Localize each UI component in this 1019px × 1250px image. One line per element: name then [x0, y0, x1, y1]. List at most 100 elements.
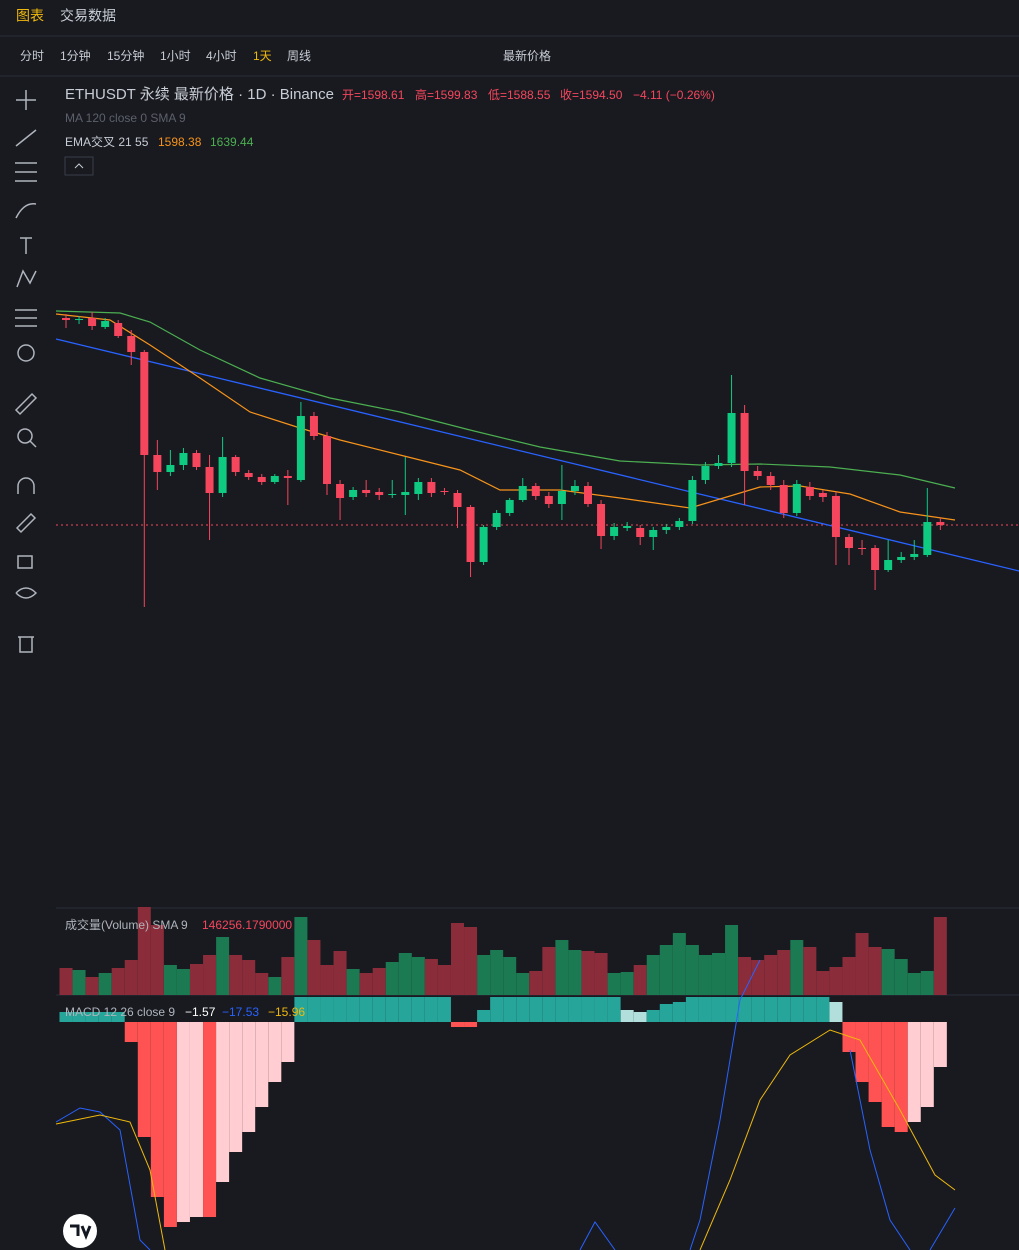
candle: [401, 492, 410, 495]
ohlc: 低=1588.55: [488, 88, 551, 102]
volume-bar: [411, 957, 425, 995]
interval[interactable]: 分时: [20, 49, 44, 63]
ohlc: 高=1599.83: [415, 87, 478, 102]
macd-bar: [424, 997, 438, 1022]
interval[interactable]: 1天: [253, 49, 272, 63]
macd-bar: [581, 997, 595, 1022]
candle: [831, 496, 840, 537]
candle: [505, 500, 514, 513]
candle: [192, 453, 201, 467]
macd-bar: [176, 1022, 190, 1222]
candle: [270, 476, 279, 482]
logo[interactable]: [63, 1214, 97, 1248]
macd-bar: [685, 997, 699, 1022]
volume-bar: [751, 960, 765, 995]
interval[interactable]: 15分钟: [107, 48, 144, 63]
volume-bar: [594, 953, 608, 995]
macd-line: [579, 959, 956, 1250]
volume-bar: [633, 965, 647, 995]
macd-bar: [659, 1004, 673, 1022]
macd-bar: [542, 997, 556, 1022]
volume-bar: [72, 970, 86, 995]
macd-bar: [98, 1012, 112, 1022]
candle: [414, 482, 423, 494]
macd-bar: [529, 997, 543, 1022]
volume-bar: [907, 973, 921, 995]
candle: [714, 463, 723, 466]
candle: [923, 522, 932, 555]
candle: [388, 494, 397, 495]
candle: [544, 496, 553, 504]
macd-bar: [85, 1012, 99, 1022]
volume-bar: [933, 917, 947, 995]
tab[interactable]: 交易数据: [60, 8, 116, 24]
signal-value: −15.96: [268, 1005, 305, 1019]
interval[interactable]: 最新价格: [503, 48, 551, 63]
interval[interactable]: 1小时: [160, 49, 191, 63]
candle: [479, 527, 488, 562]
interval[interactable]: 1分钟: [60, 48, 91, 63]
volume-bar: [242, 960, 256, 995]
volume-bar: [503, 957, 517, 995]
candle: [166, 465, 175, 472]
volume-bar: [685, 945, 699, 995]
volume-bar: [372, 968, 386, 995]
signal-line: [55, 1029, 956, 1250]
candle: [153, 455, 162, 472]
candle: [623, 526, 632, 528]
volume-bar: [555, 940, 569, 995]
tab[interactable]: 图表: [16, 8, 44, 24]
macd-bar: [816, 997, 830, 1022]
volume-bar: [712, 953, 725, 995]
volume-bar: [464, 927, 478, 995]
volume-bar: [451, 923, 464, 995]
candle: [845, 537, 853, 548]
macd-bar: [490, 997, 504, 1022]
macd-bar: [881, 1022, 895, 1127]
volume-bar: [307, 940, 321, 995]
ema-label: EMA交叉 21 55: [65, 134, 149, 149]
macd-label: MACD 12 26 close 9: [65, 1005, 175, 1019]
interval[interactable]: 周线: [287, 49, 311, 63]
candle: [597, 504, 606, 536]
macd-bar: [255, 1022, 269, 1107]
candle: [766, 476, 775, 485]
collapse-button[interactable]: [64, 156, 94, 176]
candle: [701, 466, 710, 480]
candle: [427, 482, 436, 493]
volume-bar: [516, 973, 530, 995]
volume-bar: [725, 925, 739, 995]
candle: [570, 486, 579, 491]
volume-bar: [85, 977, 99, 995]
candle: [818, 493, 827, 497]
candle: [688, 480, 697, 521]
volume-bar: [477, 955, 491, 995]
change: −4.11 (−0.26%): [633, 88, 715, 102]
volume-bar: [868, 947, 882, 995]
macd-bar: [124, 1022, 138, 1042]
macd-bar: [333, 997, 347, 1022]
volume-bar: [398, 953, 412, 995]
candle: [283, 476, 292, 478]
ema-fast: 1598.38: [158, 135, 202, 149]
volume-bar: [790, 940, 804, 995]
candle: [858, 548, 867, 549]
macd-bar: [516, 997, 530, 1022]
macd-bar: [725, 997, 739, 1022]
volume-bar: [764, 955, 778, 995]
candle: [727, 413, 736, 463]
macd-bar: [633, 1012, 647, 1022]
candle: [531, 486, 540, 496]
macd-bar: [842, 1022, 856, 1052]
candle: [323, 436, 331, 484]
macd-bar: [372, 997, 386, 1022]
interval[interactable]: 4小时: [206, 49, 237, 63]
candle: [75, 319, 84, 320]
volume-bar: [881, 949, 895, 995]
macd-bar: [229, 1022, 243, 1152]
volume-bar: [581, 951, 595, 995]
macd-bar: [346, 997, 360, 1022]
candle: [753, 471, 762, 476]
candle: [309, 416, 318, 436]
volume-bar: [333, 951, 347, 995]
